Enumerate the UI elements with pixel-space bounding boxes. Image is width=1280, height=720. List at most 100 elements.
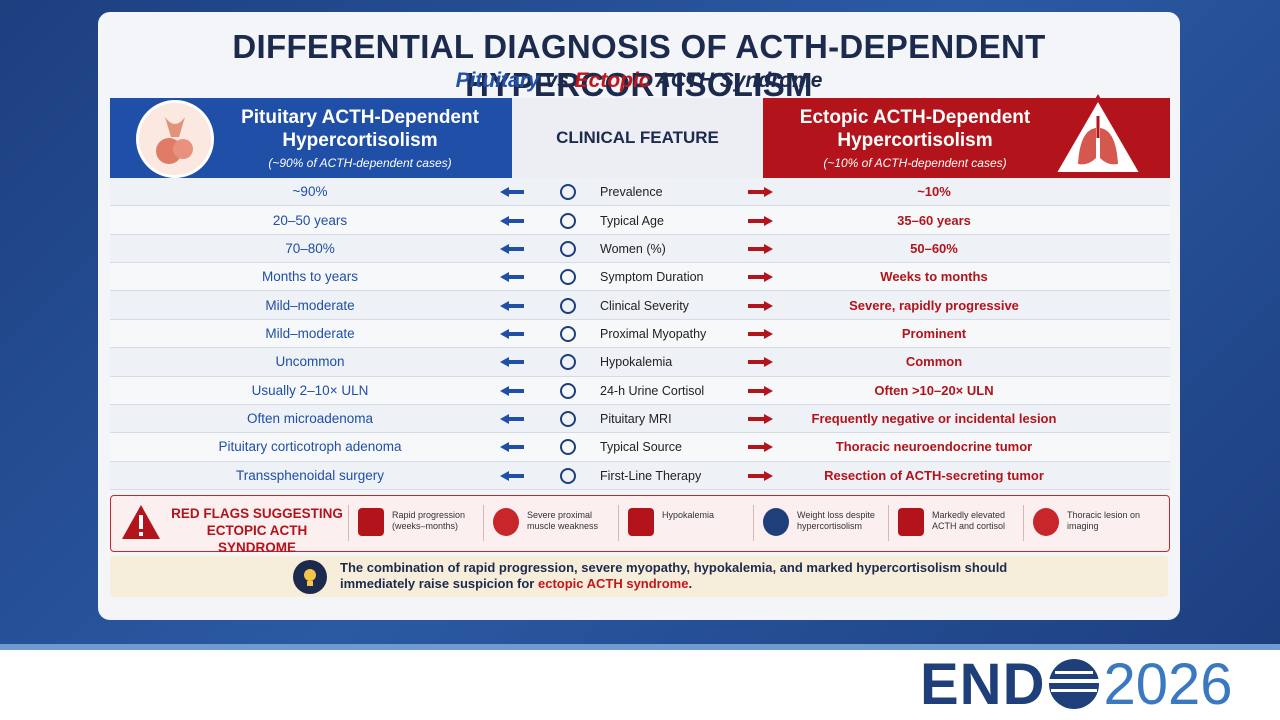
row-bg [110, 206, 1170, 235]
flag-divider [753, 505, 754, 541]
flag-icon [763, 508, 789, 536]
ectopic-cell: Severe, rapidly progressive [849, 297, 1019, 313]
flag-divider [483, 505, 484, 541]
subtitle-vs: vs [545, 69, 569, 92]
pituitary-drawing [156, 117, 193, 164]
feature-icon [560, 439, 576, 456]
logo-globe [1049, 659, 1100, 709]
pituitary-cell: Mild–moderate [265, 297, 355, 313]
arrow-left-shaft [508, 445, 524, 450]
subtitle-left: Pituitary [455, 69, 540, 92]
pituitary-cell: Often microadenoma [246, 411, 374, 427]
pituitary-icon [136, 100, 214, 178]
row-bg [110, 178, 1170, 207]
ectopic-cell: 35–60 years [897, 212, 971, 228]
flag-text: Markedly elevated ACTH and cortisol [932, 510, 1006, 531]
flag-text: Severe proximal muscle weakness [527, 510, 599, 531]
title: DIFFERENTIAL DIAGNOSIS OF ACTH-DEPENDENT… [232, 28, 1046, 103]
logo-left: END [920, 651, 1046, 717]
arrow-right [764, 300, 773, 311]
arrow-right [764, 272, 773, 283]
flag-divider [1023, 505, 1024, 541]
note-box [110, 556, 1168, 597]
arrow-left-shaft [508, 190, 524, 195]
ectopic-cell: ~10% [917, 184, 951, 200]
flag-text: Hypokalemia [662, 510, 715, 520]
feature-cell: 24-h Urine Cortisol [600, 383, 705, 398]
subtitle: Pituitary vs Ectopic ACTH Syndrome [98, 69, 1180, 93]
note-text: The combination of rapid progression, se… [340, 560, 1008, 591]
feature-cell: Symptom Duration [600, 270, 704, 285]
feature-cell: Proximal Myopathy [600, 326, 707, 341]
ectopic-cell: Common [905, 354, 963, 370]
arrow-left-shaft [508, 360, 524, 365]
arrow-right [764, 215, 773, 226]
arrow-right [764, 329, 773, 339]
warning-icon [122, 505, 160, 539]
arrow-right [764, 385, 773, 396]
left-header-note: (~90% of ACTH-dependent cases) [268, 156, 452, 170]
feature-cell: Pituitary MRI [600, 412, 672, 427]
arrow-left-shaft [508, 473, 524, 478]
arrow-right-shaft [748, 190, 764, 195]
arrow-right-shaft [748, 417, 764, 422]
ectopic-cell: Resection of ACTH-secreting tumor [824, 467, 1044, 483]
row-bg [110, 348, 1170, 377]
arrow-left [500, 187, 509, 198]
arrow-left [500, 243, 509, 254]
flag-text: Rapid progression (weeks–months) [392, 510, 466, 531]
row-bg [110, 376, 1170, 405]
row-bg [110, 461, 1170, 490]
note-end: . [688, 576, 693, 591]
right-header-note: (~10% of ACTH-dependent cases) [823, 156, 1007, 170]
flag-divider [888, 505, 889, 541]
ectopic-cell: Weeks to months [880, 269, 988, 285]
note-highlight: ectopic ACTH syndrome [537, 576, 689, 591]
arrow-left [500, 215, 509, 226]
flag-icon [493, 508, 519, 536]
logo: END 2026 [920, 651, 1233, 717]
arrow-left-shaft [508, 275, 524, 280]
arrow-left [500, 385, 509, 396]
ectopic-cell: Frequently negative or incidental lesion [811, 411, 1057, 427]
feature-cell: First-Line Therapy [600, 468, 702, 483]
row-bg [110, 433, 1170, 462]
feature-icon [560, 212, 576, 229]
arrow-left-shaft [508, 332, 524, 336]
arrow-right [764, 243, 773, 254]
pituitary-cell: 70–80% [285, 240, 335, 256]
arrow-right-shaft [748, 246, 764, 251]
flag-icon [898, 508, 924, 536]
subtitle-rest: ACTH Syndrome [655, 69, 823, 92]
feature-cell: Typical Source [600, 440, 682, 455]
pituitary-cell: Uncommon [275, 354, 345, 370]
arrow-left [500, 329, 509, 339]
ectopic-cell: Often >10–20× ULN [874, 382, 994, 398]
pituitary-cell: ~90% [292, 184, 328, 200]
arrow-right-shaft [748, 360, 764, 365]
lung-warning-icon [1050, 94, 1146, 176]
arrow-left-shaft [508, 246, 524, 251]
ectopic-cell: Thoracic neuroendocrine tumor [835, 439, 1033, 455]
feature-cell: Typical Age [600, 213, 664, 228]
ectopic-cell: Prominent [901, 325, 967, 341]
feature-icon [560, 354, 576, 371]
arrow-left [500, 470, 509, 481]
row-bg [110, 319, 1170, 349]
pituitary-cell: Transsphenoidal surgery [235, 467, 385, 483]
feature-icon [560, 467, 576, 484]
feature-cell: Women (%) [600, 241, 666, 256]
flag-divider [348, 505, 349, 541]
arrow-left [500, 272, 509, 283]
arrow-left [500, 414, 509, 425]
arrow-right-shaft [748, 445, 764, 450]
flag-icon [1033, 508, 1059, 536]
pituitary-cell: Mild–moderate [265, 325, 355, 341]
arrow-left-shaft [508, 303, 524, 308]
flag-icon [358, 508, 384, 536]
arrow-left [500, 300, 509, 311]
flag-text: Thoracic lesion on imaging [1067, 510, 1141, 531]
arrow-left-shaft [508, 218, 524, 223]
flag-icon [628, 508, 654, 536]
arrow-right [764, 187, 773, 198]
